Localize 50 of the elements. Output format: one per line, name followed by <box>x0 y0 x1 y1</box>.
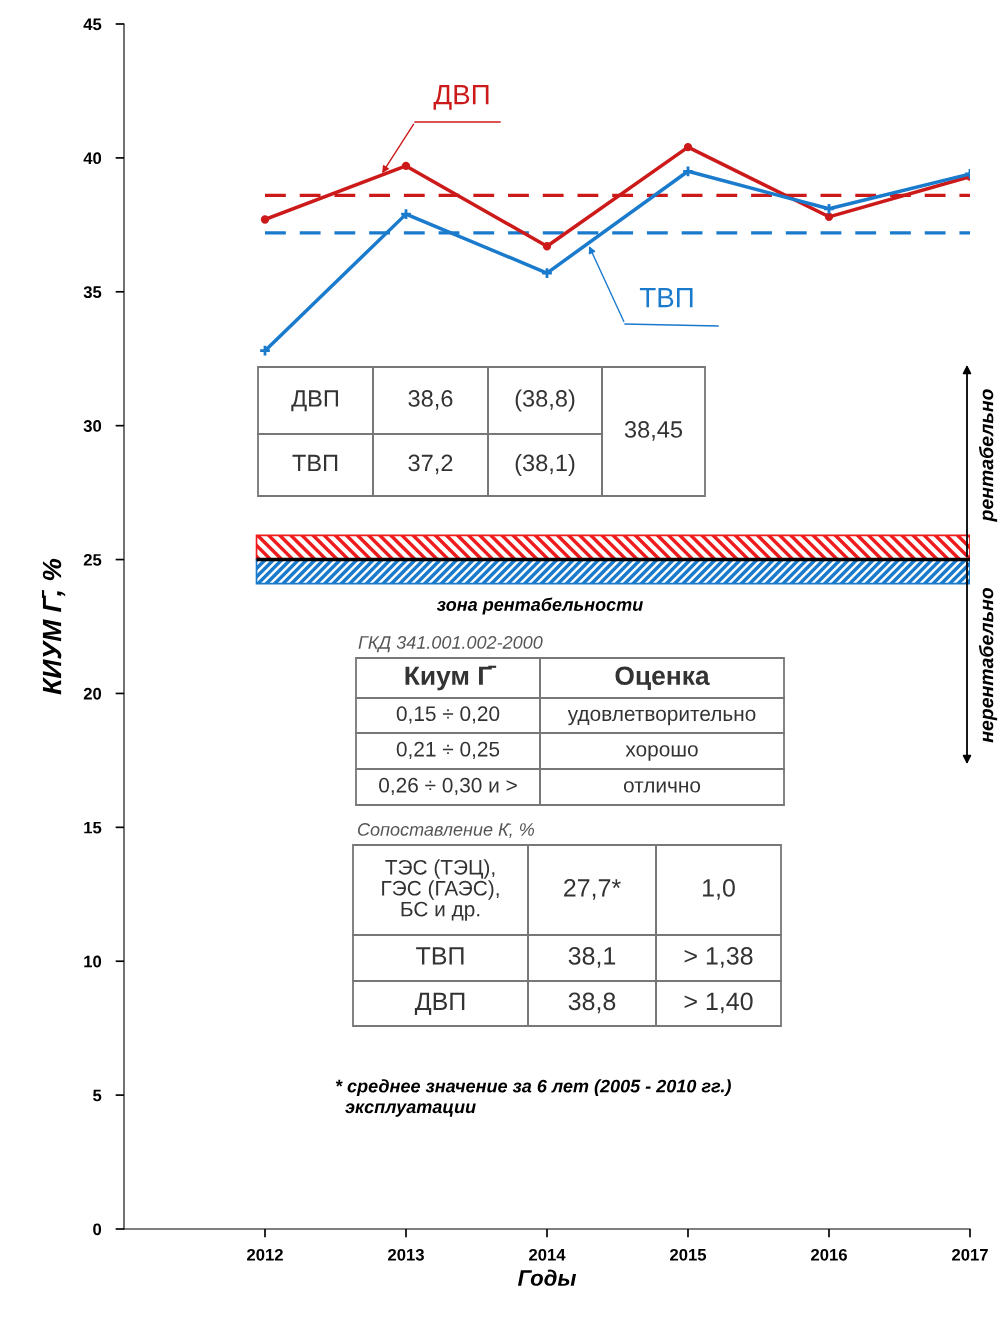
annotation: ТВП <box>416 947 464 965</box>
text: ТВП <box>639 288 693 308</box>
x-tick-label: 2014 <box>529 1248 566 1261</box>
annotation: > 1,40 <box>684 992 753 1014</box>
annotation: 37,2 <box>408 454 453 475</box>
annotation: удовлетворительно <box>567 709 756 726</box>
y-tick-label: 20 <box>83 687 102 700</box>
annotation: 0,15 ÷ 0,20 <box>396 706 500 724</box>
annotation: * среднее значение за 6 лет (2005 - 2010 гг.) эксплуатации <box>335 1079 731 1117</box>
annotation: Киум Г̄ <box>405 665 497 691</box>
annotation: ТВП <box>292 454 338 472</box>
annotation: отлично <box>623 781 701 793</box>
annotation: 38,6 <box>408 390 453 410</box>
annotation: зона рентабельности <box>436 597 643 615</box>
text: рентабельно <box>978 389 998 522</box>
annotation: хорошо <box>625 745 698 761</box>
y-tick-label: 25 <box>83 553 102 566</box>
y-tick-label: 35 <box>83 286 102 298</box>
annotation: ДВП <box>291 390 338 412</box>
y-tick-label: 45 <box>83 18 102 31</box>
annotation: ДВП <box>414 992 465 1015</box>
y-tick-label: 5 <box>93 1089 102 1102</box>
annotation: Сопоставление К̄, % <box>358 823 534 838</box>
annotation: 27,7* <box>564 879 621 900</box>
annotation: (38,8) <box>515 389 575 412</box>
annotation: ГКД 341.001.002-2000 <box>358 636 543 653</box>
annotation: > 1,38 <box>684 947 753 968</box>
y-tick-label: 30 <box>83 420 102 432</box>
annotation: 1,0 <box>703 879 735 900</box>
annotation: 0,26 ÷ 0,30 и > <box>379 777 517 796</box>
annotation: Оценка <box>615 666 710 691</box>
annotation: 0,21 ÷ 0,25 <box>396 741 500 760</box>
x-tick-label: 2015 <box>670 1248 707 1261</box>
annotation: 38,1 <box>568 947 616 968</box>
annotation: ТЭС (ТЭЦ), ГЭС (ГАЭС), БС и др. <box>382 859 499 921</box>
x-axis-title: Годы <box>517 1269 577 1286</box>
annotation: 38,8 <box>568 992 616 1014</box>
x-tick-label: 2012 <box>247 1248 283 1261</box>
y-tick-label: 40 <box>83 152 102 165</box>
text: ДВП <box>433 85 489 110</box>
y-tick-label: 0 <box>93 1223 102 1236</box>
text: нерентабельно <box>978 587 998 743</box>
x-tick-label: 2013 <box>388 1248 424 1261</box>
annotation: 38,45 <box>624 421 683 441</box>
y-axis-title: КИУМ Г̄, % <box>41 558 66 695</box>
y-tick-label: 10 <box>84 955 102 968</box>
annotation: (38,1) <box>515 453 575 476</box>
y-tick-label: 15 <box>84 821 102 834</box>
x-tick-label: 2016 <box>811 1248 847 1261</box>
x-tick-label: 2017 <box>952 1248 988 1261</box>
